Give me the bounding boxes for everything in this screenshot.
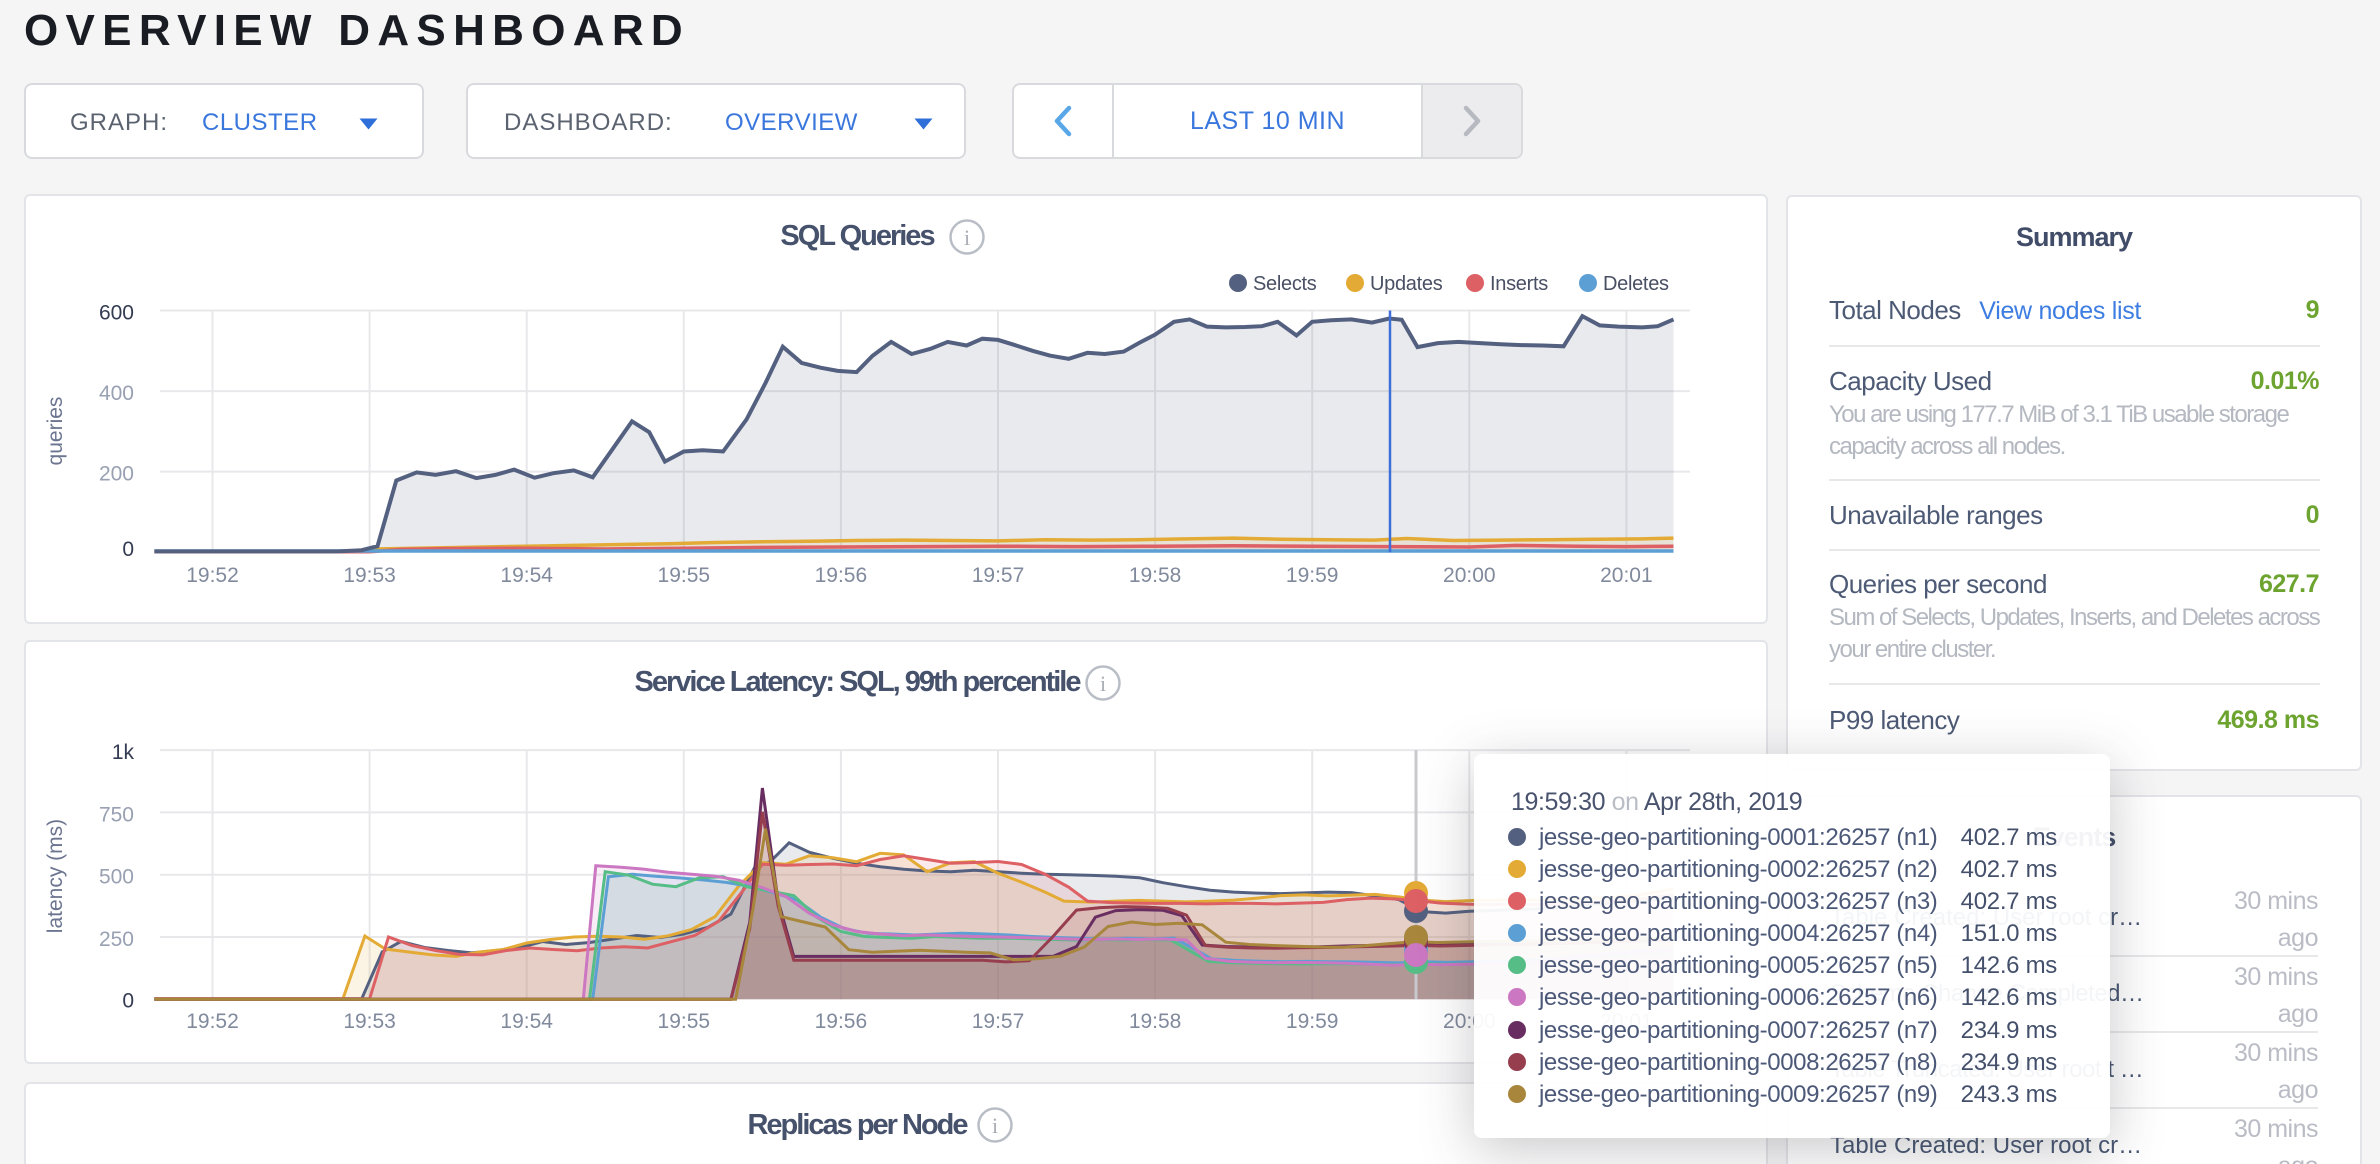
svg-text:i: i — [992, 1113, 998, 1138]
svg-text:i: i — [1100, 671, 1106, 696]
svg-text:i: i — [964, 225, 970, 250]
